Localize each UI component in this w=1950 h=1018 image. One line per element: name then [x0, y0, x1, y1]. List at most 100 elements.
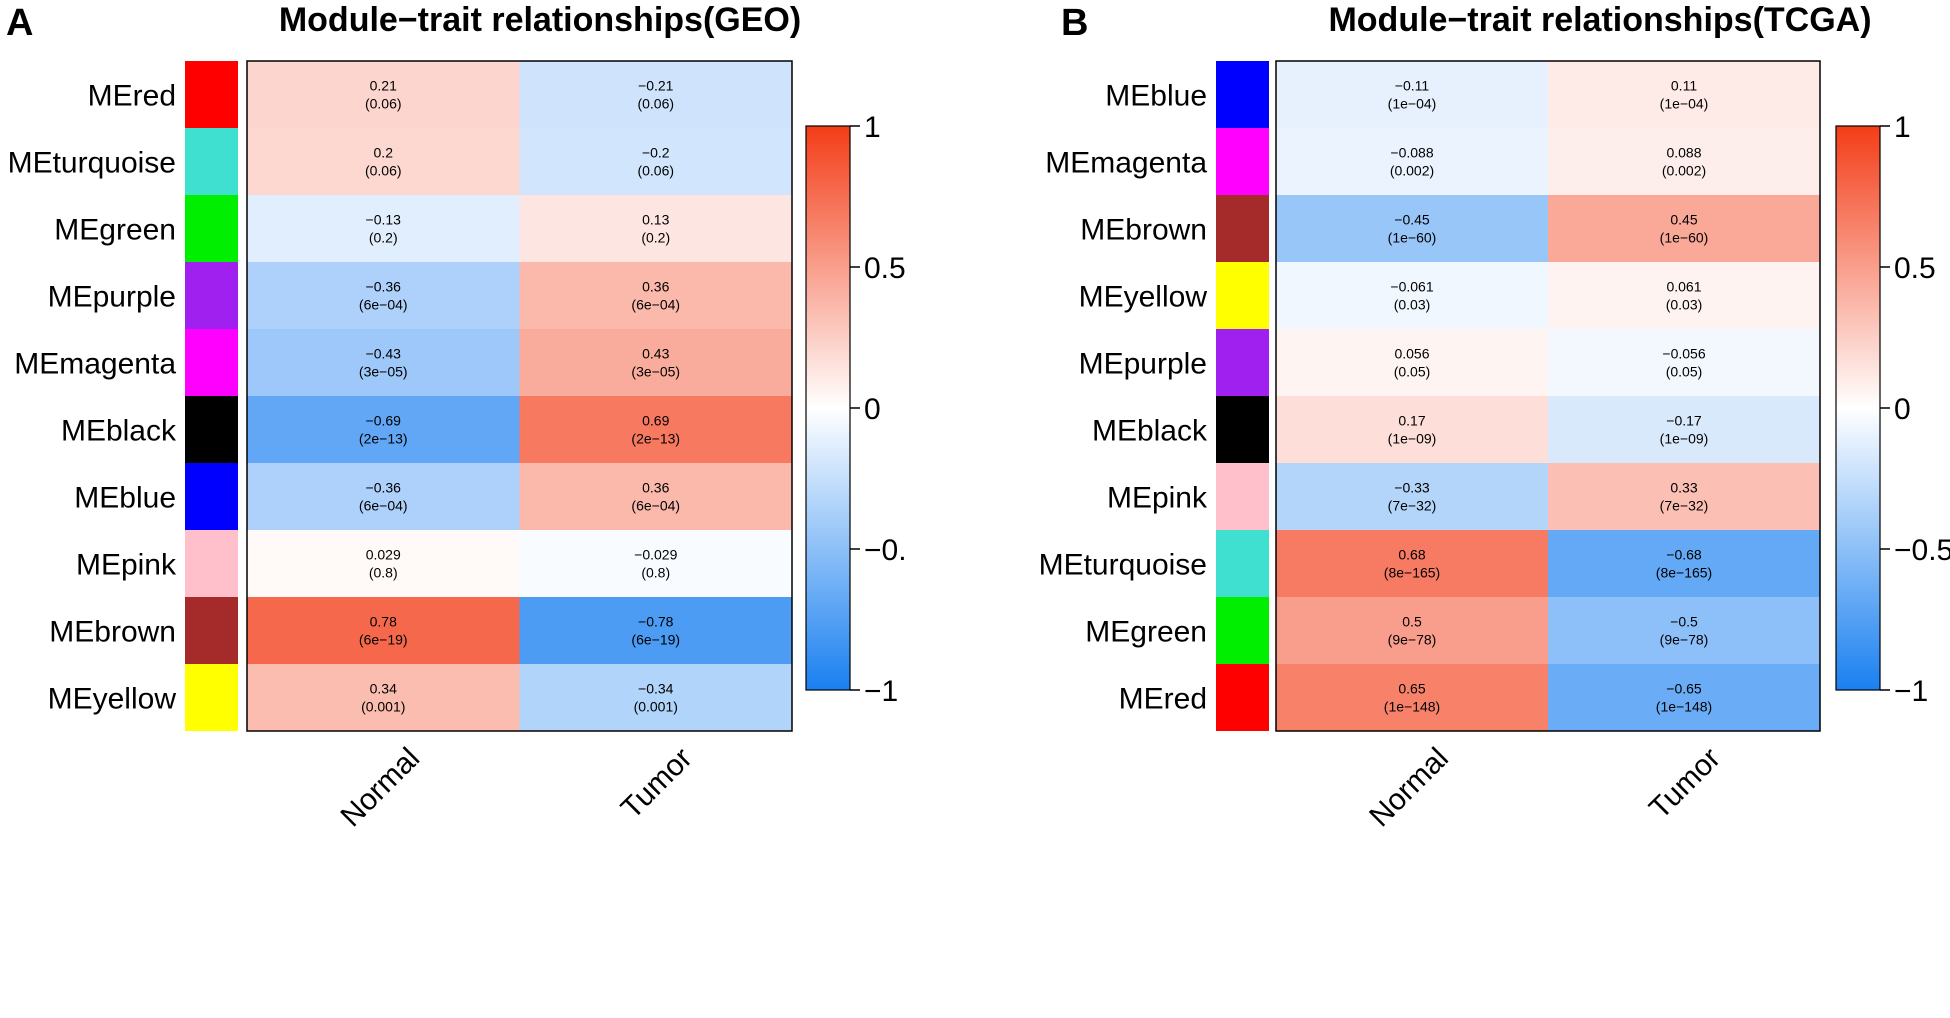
heatmap-cell: [247, 396, 520, 463]
heatmap-cell: [1276, 530, 1548, 597]
cell-correlation: 0.2: [374, 145, 394, 161]
heatmap-cell: [247, 128, 520, 195]
heatmap-cell: [1548, 396, 1820, 463]
cell-correlation: 0.34: [370, 681, 397, 697]
row-label: MEpurple: [48, 281, 176, 314]
heatmap-cell: [1276, 597, 1548, 664]
column-label: Normal: [1363, 742, 1455, 834]
panel-a-letter: A: [6, 2, 34, 44]
row-label: MEblack: [1092, 415, 1208, 448]
module-color-swatch: [1216, 530, 1269, 597]
cell-pvalue: (0.06): [637, 96, 674, 112]
row-label: MEgreen: [54, 214, 176, 247]
cell-pvalue: (6e−04): [359, 498, 408, 514]
row-label: MEpink: [76, 549, 177, 582]
cell-correlation: −0.65: [1666, 681, 1702, 697]
cell-pvalue: (6e−19): [631, 632, 680, 648]
cell-correlation: 0.36: [642, 279, 669, 295]
cell-pvalue: (7e−32): [1660, 498, 1709, 514]
cell-pvalue: (0.2): [641, 230, 670, 246]
heatmap-cell: [519, 664, 792, 731]
cell-pvalue: (6e−04): [631, 498, 680, 514]
heatmap-cell: [1276, 664, 1548, 731]
module-color-swatch: [1216, 396, 1269, 463]
cell-pvalue: (0.03): [1394, 297, 1431, 313]
cell-pvalue: (0.05): [1394, 364, 1431, 380]
cell-pvalue: (3e−05): [359, 364, 408, 380]
row-label: MEturquoise: [1039, 549, 1207, 582]
colorbar: [1835, 125, 1881, 691]
heatmap-cell: [1548, 329, 1820, 396]
cell-correlation: 0.13: [642, 212, 669, 228]
cell-correlation: 0.65: [1398, 681, 1425, 697]
cell-correlation: 0.45: [1670, 212, 1697, 228]
module-color-swatch: [1216, 195, 1269, 262]
module-color-swatch: [1216, 262, 1269, 329]
cell-pvalue: (0.06): [365, 163, 402, 179]
heatmap-cell: [1548, 597, 1820, 664]
module-color-swatch: [185, 195, 238, 262]
row-label: MEgreen: [1085, 616, 1207, 649]
cell-pvalue: (1e−04): [1660, 96, 1709, 112]
colorbar-tick-label: 0: [864, 393, 881, 426]
module-color-swatch: [1216, 463, 1269, 530]
colorbar-tick-label: 0: [1894, 393, 1911, 426]
heatmap-cell: [519, 597, 792, 664]
row-label: MEbrown: [1080, 214, 1207, 247]
heatmap-cell: [519, 262, 792, 329]
heatmap-cell: [1276, 396, 1548, 463]
column-label: Normal: [334, 742, 426, 834]
heatmap-cell: [1548, 128, 1820, 195]
column-label: Tumor: [1643, 742, 1727, 826]
row-label: MEyellow: [48, 683, 177, 716]
heatmap-cell: [519, 530, 792, 597]
heatmap-cell: [1276, 195, 1548, 262]
module-color-swatch: [1216, 597, 1269, 664]
colorbar-tick-label: −0.: [864, 534, 907, 567]
cell-pvalue: (1e−04): [1388, 96, 1437, 112]
row-label: MEmagenta: [1045, 147, 1207, 180]
cell-pvalue: (0.2): [369, 230, 398, 246]
row-label: MEturquoise: [8, 147, 176, 180]
cell-correlation: 0.36: [642, 480, 669, 496]
panel-a-title: Module−trait relationships(GEO): [278, 1, 802, 39]
module-color-swatch: [1216, 329, 1269, 396]
heatmap-cell: [519, 463, 792, 530]
cell-pvalue: (0.06): [365, 96, 402, 112]
cell-correlation: 0.68: [1398, 547, 1425, 563]
heatmap-border: [1275, 60, 1821, 732]
panel-b-letter: B: [1061, 2, 1089, 44]
heatmap-cell: [1548, 664, 1820, 731]
cell-correlation: 0.17: [1398, 413, 1425, 429]
row-label: MEyellow: [1079, 281, 1208, 314]
cell-pvalue: (0.001): [634, 699, 678, 715]
cell-correlation: −0.36: [366, 279, 402, 295]
heatmap-cell: [1548, 530, 1820, 597]
module-color-swatch: [1216, 128, 1269, 195]
module-color-swatch: [185, 597, 238, 664]
module-color-swatch: [185, 329, 238, 396]
heatmap-border: [246, 60, 793, 732]
cell-pvalue: (1e−60): [1388, 230, 1437, 246]
cell-correlation: 0.78: [370, 614, 397, 630]
panel-b-title: Module−trait relationships(TCGA): [1328, 1, 1872, 39]
cell-pvalue: (2e−13): [359, 431, 408, 447]
heatmap-cell: [1548, 195, 1820, 262]
cell-pvalue: (1e−148): [1656, 699, 1712, 715]
row-label: MEred: [88, 80, 176, 113]
cell-correlation: −0.029: [634, 547, 677, 563]
row-label: MEblue: [74, 482, 176, 515]
heatmap-cell: [247, 61, 520, 128]
cell-correlation: 0.088: [1666, 145, 1701, 161]
module-color-swatch: [185, 664, 238, 731]
cell-correlation: −0.45: [1394, 212, 1430, 228]
heatmap-cell: [247, 597, 520, 664]
cell-pvalue: (6e−04): [631, 297, 680, 313]
cell-pvalue: (6e−04): [359, 297, 408, 313]
cell-correlation: 0.21: [370, 78, 397, 94]
cell-correlation: −0.13: [366, 212, 402, 228]
cell-correlation: 0.061: [1666, 279, 1701, 295]
colorbar-tick-label: −1: [864, 675, 898, 708]
module-color-swatch: [1216, 61, 1269, 128]
cell-pvalue: (2e−13): [631, 431, 680, 447]
